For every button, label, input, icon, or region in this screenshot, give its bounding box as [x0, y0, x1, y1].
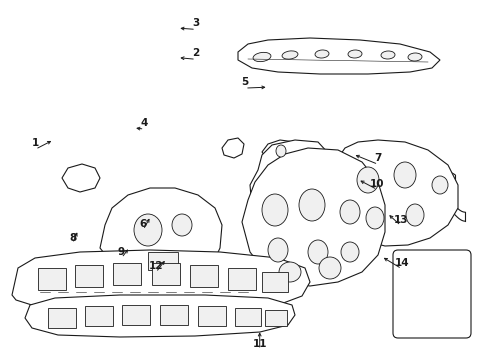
Polygon shape — [62, 164, 100, 192]
Bar — [228, 268, 256, 290]
Text: 14: 14 — [394, 258, 409, 268]
Polygon shape — [242, 148, 385, 286]
Text: 2: 2 — [193, 48, 199, 58]
Bar — [235, 308, 261, 326]
Bar — [113, 263, 141, 285]
Text: 7: 7 — [374, 153, 382, 163]
Ellipse shape — [340, 200, 360, 224]
Ellipse shape — [172, 214, 192, 236]
Polygon shape — [25, 278, 248, 308]
Ellipse shape — [299, 189, 325, 221]
FancyBboxPatch shape — [393, 250, 471, 338]
Bar — [198, 306, 226, 326]
Ellipse shape — [408, 53, 422, 61]
Bar — [262, 272, 288, 292]
Ellipse shape — [268, 238, 288, 262]
Polygon shape — [25, 295, 295, 337]
Polygon shape — [250, 140, 338, 242]
Bar — [85, 306, 113, 326]
Text: 1: 1 — [32, 138, 39, 148]
Bar — [48, 308, 76, 328]
Polygon shape — [270, 162, 314, 208]
Text: 9: 9 — [118, 247, 125, 257]
Bar — [265, 310, 287, 326]
Polygon shape — [222, 138, 244, 158]
Ellipse shape — [357, 167, 379, 193]
Ellipse shape — [253, 52, 271, 62]
Polygon shape — [238, 38, 440, 74]
Text: 3: 3 — [193, 18, 199, 28]
Ellipse shape — [276, 145, 286, 157]
Ellipse shape — [279, 262, 301, 282]
Ellipse shape — [381, 51, 395, 59]
Text: 6: 6 — [140, 219, 147, 229]
Ellipse shape — [308, 240, 328, 264]
Bar — [122, 305, 150, 325]
Ellipse shape — [262, 194, 288, 226]
Ellipse shape — [394, 162, 416, 188]
Text: 5: 5 — [242, 77, 248, 87]
Ellipse shape — [319, 257, 341, 279]
Polygon shape — [100, 188, 222, 280]
Text: 10: 10 — [370, 179, 385, 189]
Bar — [75, 265, 103, 287]
Ellipse shape — [134, 214, 162, 246]
Bar — [160, 305, 188, 325]
Bar — [152, 263, 180, 285]
Text: 13: 13 — [393, 215, 408, 225]
Polygon shape — [332, 140, 458, 246]
Ellipse shape — [315, 50, 329, 58]
Ellipse shape — [432, 176, 448, 194]
Polygon shape — [12, 250, 310, 312]
Ellipse shape — [406, 204, 424, 226]
Ellipse shape — [348, 50, 362, 58]
Text: 8: 8 — [69, 233, 76, 243]
Text: 12: 12 — [148, 261, 163, 271]
Bar — [148, 252, 178, 270]
Ellipse shape — [341, 242, 359, 262]
Polygon shape — [262, 140, 300, 162]
Bar — [38, 268, 66, 290]
Bar — [190, 265, 218, 287]
Text: 11: 11 — [252, 339, 267, 349]
Ellipse shape — [366, 207, 384, 229]
Ellipse shape — [282, 51, 298, 59]
Text: 4: 4 — [141, 118, 148, 128]
